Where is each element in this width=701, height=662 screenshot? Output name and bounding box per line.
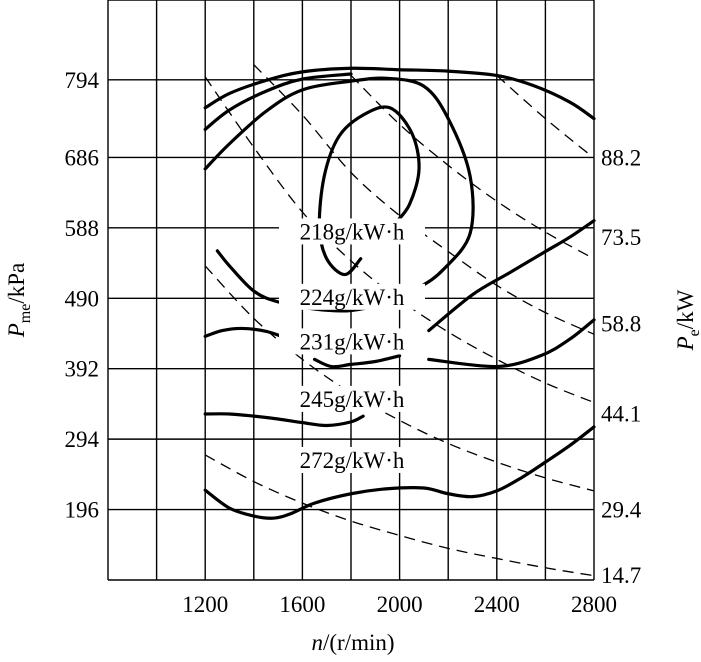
y-left-tick-label: 392: [65, 357, 100, 382]
y-axis-left-label: Pme/kPa: [4, 263, 34, 339]
contour-label-bg: [279, 218, 425, 245]
contour-line: [203, 425, 596, 520]
y-left-tick-label: 294: [65, 427, 100, 452]
contour-label: 231g/kW·h: [300, 329, 405, 354]
contour-label: 245g/kW·h: [300, 387, 405, 412]
y-right-tick-label: 88.2: [601, 145, 641, 170]
x-tick-label: 1200: [182, 592, 228, 617]
y-left-tick-label: 196: [65, 498, 100, 523]
y-left-tick-label: 794: [65, 68, 100, 93]
y-right-tick-label: 29.4: [601, 498, 642, 523]
contour-label-bg: [279, 385, 425, 412]
y-right-tick-label: 73.5: [601, 225, 641, 250]
contour-label-bg: [279, 446, 425, 473]
y-right-tick-label: 58.8: [601, 311, 641, 336]
x-tick-label: 2000: [377, 592, 423, 617]
contour-label: 218g/kW·h: [300, 219, 405, 244]
x-tick-label: 1600: [279, 592, 325, 617]
x-tick-label: 2800: [571, 592, 617, 617]
power-curve: [350, 75, 595, 260]
contour-label: 224g/kW·h: [300, 285, 405, 310]
contour-line: [427, 318, 596, 369]
contour-line: [317, 105, 421, 277]
contours: [203, 66, 596, 520]
contour-line: [203, 412, 365, 428]
contour-label-bg: [279, 328, 425, 355]
contour-label: 272g/kW·h: [300, 448, 405, 473]
y-axis-right-label: Pe/kW: [673, 289, 701, 351]
y-left-tick-label: 490: [65, 286, 100, 311]
power-curve: [204, 454, 595, 577]
contour-line: [427, 219, 596, 333]
contour-line: [203, 72, 353, 131]
y-right-tick-label: 44.1: [601, 401, 641, 426]
y-left-tick-label: 686: [65, 145, 100, 170]
y-left-tick-label: 588: [65, 216, 100, 241]
contour-line: [203, 66, 596, 121]
contour-label-bg: [279, 283, 425, 310]
contour-line: [312, 354, 402, 369]
ticks: 1200 1600 2000 2400 2800 196 294 392 490 588 686 79…: [65, 68, 642, 617]
x-axis-label: n/(r/min): [311, 630, 394, 655]
contour-line: [203, 76, 475, 313]
power-curve: [496, 74, 595, 159]
y-right-tick-label: 14.7: [601, 563, 641, 588]
contour-labels: 218g/kW·h 224g/kW·h 231g/kW·h 245g/kW·h 272g…: [279, 218, 425, 473]
x-tick-label: 2400: [474, 592, 520, 617]
